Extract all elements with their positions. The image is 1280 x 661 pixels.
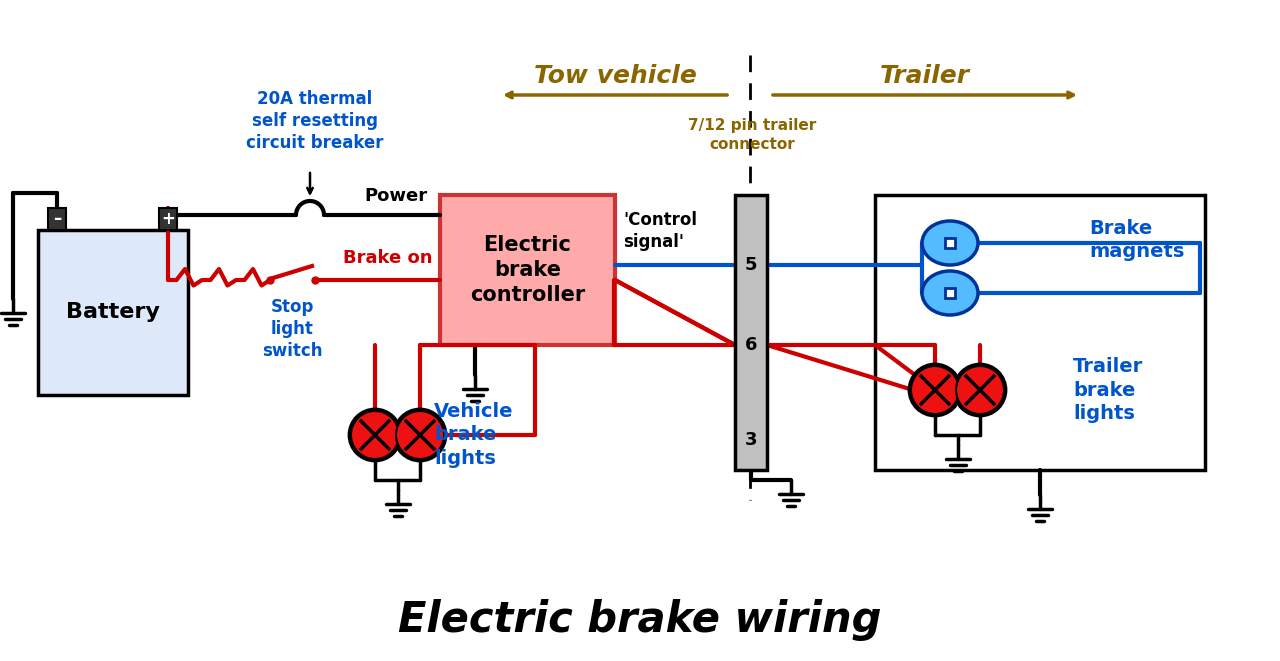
Ellipse shape (922, 271, 978, 315)
Bar (440, 195, 614, 345)
Text: +: + (161, 210, 175, 228)
Text: Battery: Battery (67, 303, 160, 323)
Bar (49, 208, 67, 230)
Bar (159, 208, 177, 230)
Circle shape (911, 366, 959, 414)
Text: Brake on: Brake on (343, 249, 433, 267)
Circle shape (351, 411, 399, 459)
Text: Electric brake wiring: Electric brake wiring (398, 599, 882, 641)
Text: Tow vehicle: Tow vehicle (534, 64, 696, 88)
Text: 7/12 pin trailer
connector: 7/12 pin trailer connector (687, 118, 817, 152)
Circle shape (349, 409, 401, 461)
Circle shape (954, 364, 1006, 416)
Bar (38, 230, 188, 395)
Circle shape (396, 411, 444, 459)
Text: Trailer: Trailer (879, 64, 970, 88)
Text: 6: 6 (745, 336, 758, 354)
Text: Power: Power (365, 187, 428, 205)
Bar (735, 195, 767, 470)
Text: 'Control
signal': 'Control signal' (623, 211, 698, 251)
Text: Trailer
brake
lights: Trailer brake lights (1073, 357, 1143, 423)
Text: –: – (52, 210, 61, 228)
Text: Vehicle
brake
lights: Vehicle brake lights (434, 402, 513, 468)
Bar (945, 238, 955, 248)
Bar (945, 288, 955, 298)
Text: Stop
light
switch: Stop light switch (261, 298, 323, 360)
Text: Brake
magnets: Brake magnets (1089, 219, 1185, 261)
Text: 3: 3 (745, 431, 758, 449)
Bar (876, 195, 1204, 470)
Text: 20A thermal
self resetting
circuit breaker: 20A thermal self resetting circuit break… (246, 90, 384, 153)
Text: 5: 5 (745, 256, 758, 274)
Text: Electric
brake
controller: Electric brake controller (470, 235, 585, 305)
Circle shape (909, 364, 961, 416)
Circle shape (394, 409, 445, 461)
Ellipse shape (922, 221, 978, 265)
Circle shape (956, 366, 1004, 414)
